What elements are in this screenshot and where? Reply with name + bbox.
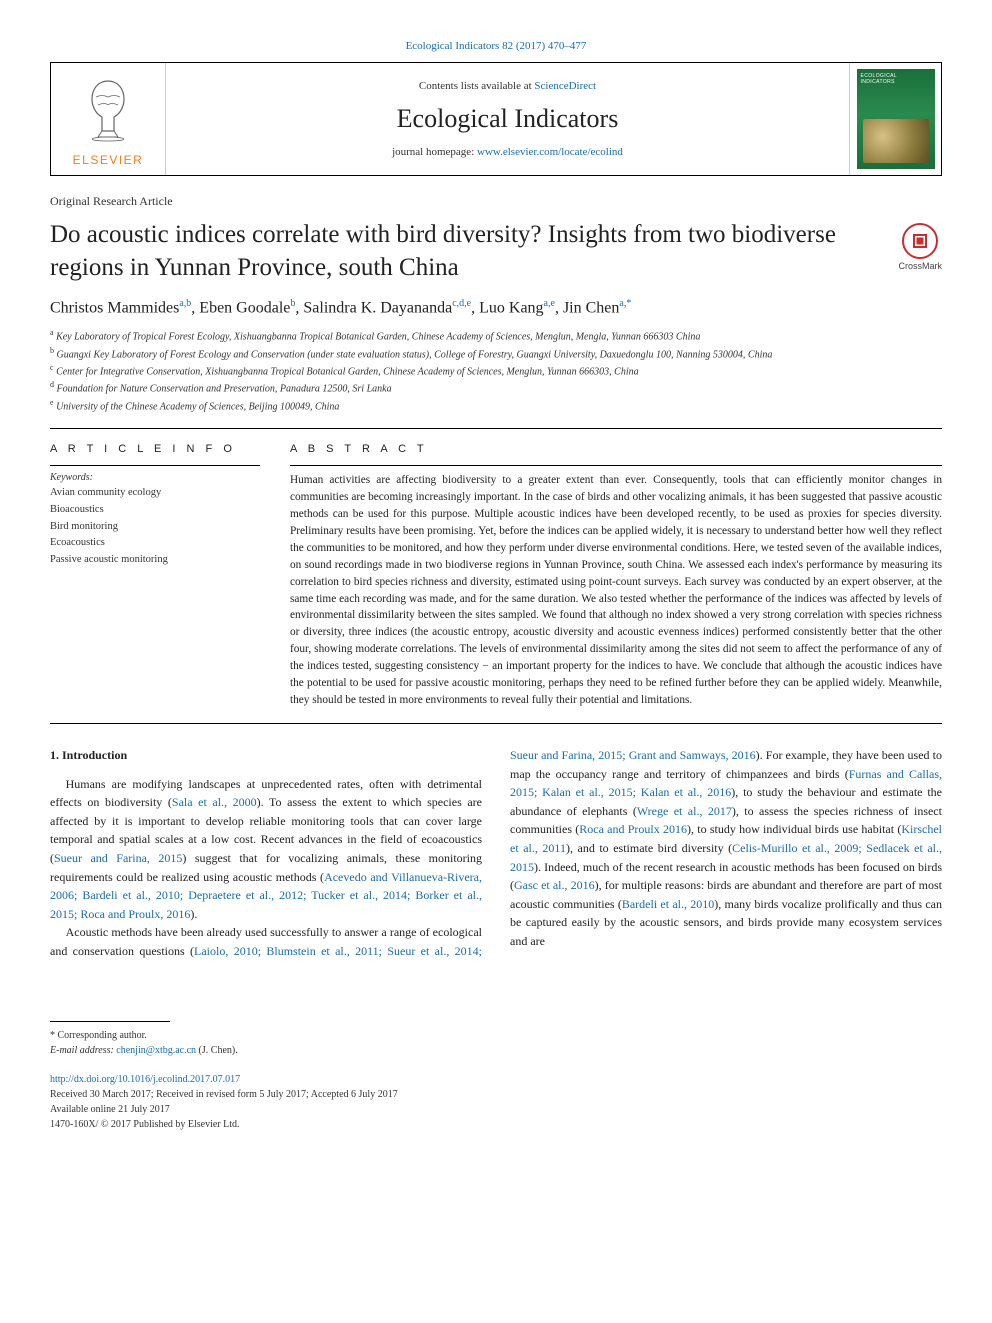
affiliation-c: c Center for Integrative Conservation, X… [50,362,942,379]
email-link[interactable]: chenjin@xtbg.ac.cn [116,1045,196,1056]
email-label: E-mail address: [50,1045,116,1056]
cite-laiolo[interactable]: Laiolo, 2010; Blumstein [194,944,321,958]
paper-title: Do acoustic indices correlate with bird … [50,219,878,284]
cite-gasc[interactable]: Gasc et al., 2016 [514,878,595,892]
banner-center: Contents lists available at ScienceDirec… [166,63,849,175]
keyword-0: Avian community ecology [50,485,260,502]
affiliation-d: d Foundation for Nature Conservation and… [50,379,942,396]
header-citation-link[interactable]: Ecological Indicators 82 (2017) 470–477 [406,40,587,52]
body-text: 1. Introduction Humans are modifying lan… [50,746,942,961]
journal-title: Ecological Indicators [166,104,849,134]
publisher-logo-block: ELSEVIER [51,63,166,175]
journal-cover-thumbnail: ECOLOGICAL INDICATORS [857,69,935,169]
footer: * Corresponding author. E-mail address: … [50,1021,942,1132]
cover-thumb-block: ECOLOGICAL INDICATORS [849,63,941,175]
article-info-heading: A R T I C L E I N F O [50,443,260,455]
keywords-list: Avian community ecology Bioacoustics Bir… [50,485,260,569]
journal-banner: ELSEVIER Contents lists available at Sci… [50,62,942,176]
contents-line: Contents lists available at ScienceDirec… [166,80,849,92]
homepage-link[interactable]: www.elsevier.com/locate/ecolind [477,146,623,158]
cite-sueur-farina[interactable]: Sueur and Farina, 2015 [54,851,182,865]
keyword-3: Ecoacoustics [50,535,260,552]
author-list: Christos Mammidesa,b, Eben Goodaleb, Sal… [50,298,942,317]
author-4: Jin Chen [563,299,619,316]
divider-2 [50,723,942,724]
section-heading-intro: 1. Introduction [50,746,482,765]
affiliation-a: a Key Laboratory of Tropical Forest Ecol… [50,327,942,344]
corresponding-author: * Corresponding author. [50,1028,942,1043]
cite-bardeli[interactable]: Bardeli et al., 2010 [622,897,714,911]
author-3-aff: a,e [544,298,555,309]
article-type: Original Research Article [50,194,942,209]
abstract-divider [290,465,942,466]
elsevier-tree-icon [78,71,138,143]
abstract-column: A B S T R A C T Human activities are aff… [290,443,942,709]
contents-prefix: Contents lists available at [419,80,534,92]
keyword-4: Passive acoustic monitoring [50,552,260,569]
author-4-aff: a,* [619,298,631,309]
info-divider [50,465,260,466]
author-0: Christos Mammides [50,299,179,316]
abstract-text: Human activities are affecting biodivers… [290,472,942,709]
crossmark-badge[interactable]: CrossMark [898,223,942,271]
cover-image-placeholder [863,119,929,163]
cover-label: ECOLOGICAL INDICATORS [861,73,931,85]
cite-sala[interactable]: Sala et al., 2000 [172,795,257,809]
keyword-1: Bioacoustics [50,502,260,519]
article-info-column: A R T I C L E I N F O Keywords: Avian co… [50,443,260,709]
author-0-aff: a,b [179,298,191,309]
abstract-heading: A B S T R A C T [290,443,942,455]
affiliation-b: b Guangxi Key Laboratory of Forest Ecolo… [50,345,942,362]
author-3: Luo Kang [479,299,543,316]
email-suffix: (J. Chen). [196,1045,238,1056]
crossmark-label: CrossMark [898,261,942,271]
online-line: Available online 21 July 2017 [50,1102,942,1117]
cite-wrege[interactable]: Wrege et al., 2017 [637,804,732,818]
received-line: Received 30 March 2017; Received in revi… [50,1087,942,1102]
affiliations: a Key Laboratory of Tropical Forest Ecol… [50,327,942,414]
homepage-prefix: journal homepage: [392,146,477,158]
author-2-aff: c,d,e [452,298,471,309]
running-header: Ecological Indicators 82 (2017) 470–477 [50,40,942,52]
crossmark-icon [902,223,938,259]
keyword-2: Bird monitoring [50,519,260,536]
cite-roca[interactable]: Roca and Proulx 2016 [579,822,687,836]
sciencedirect-link[interactable]: ScienceDirect [534,80,596,92]
email-line: E-mail address: chenjin@xtbg.ac.cn (J. C… [50,1043,942,1058]
author-1: Eben Goodale [199,299,290,316]
homepage-line: journal homepage: www.elsevier.com/locat… [166,146,849,158]
author-1-aff: b [290,298,295,309]
author-2: Salindra K. Dayananda [303,299,452,316]
doi-link[interactable]: http://dx.doi.org/10.1016/j.ecolind.2017… [50,1074,240,1085]
affiliation-e: e University of the Chinese Academy of S… [50,397,942,414]
body-para-1: Humans are modifying landscapes at unpre… [50,775,482,924]
copyright-line: 1470-160X/ © 2017 Published by Elsevier … [50,1117,942,1132]
info-abstract-row: A R T I C L E I N F O Keywords: Avian co… [50,443,942,709]
keywords-label: Keywords: [50,472,260,483]
publisher-name: ELSEVIER [73,153,144,167]
divider [50,428,942,429]
footer-divider [50,1021,170,1022]
